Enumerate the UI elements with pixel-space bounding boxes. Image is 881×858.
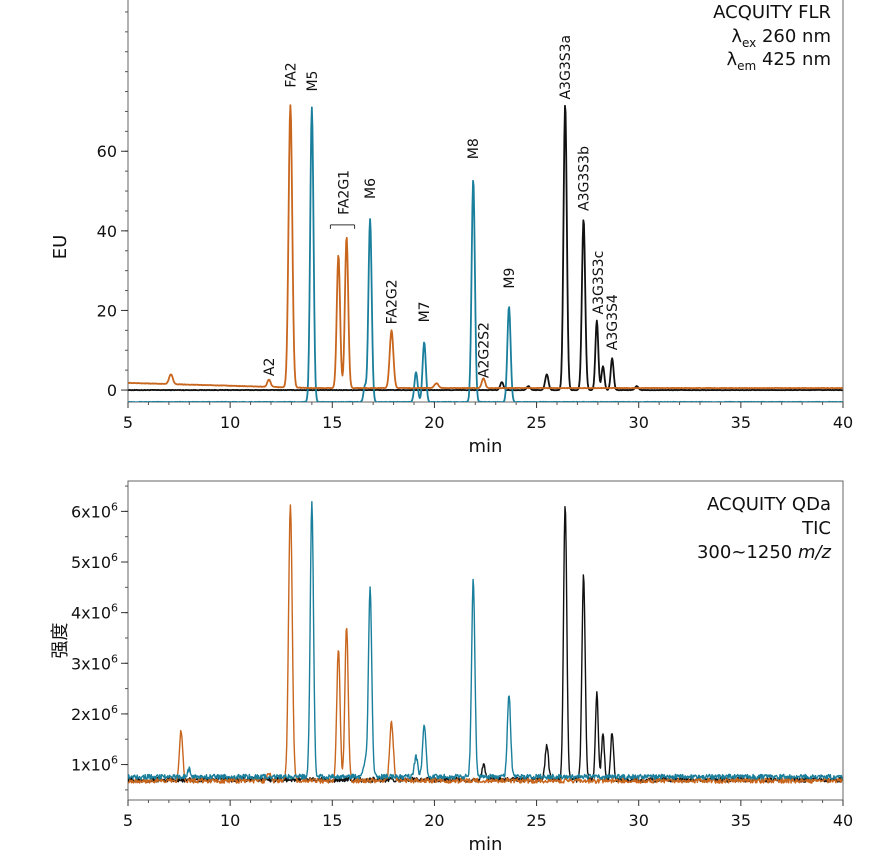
plot-frame	[127, 480, 844, 801]
em-wavelength: λem 425 nm	[727, 49, 831, 73]
peak-label: FA2G2	[385, 279, 401, 324]
y-tick-label: 2x106	[71, 703, 118, 724]
peak-label: A3G3S3b	[577, 146, 593, 211]
x-axis-title: min	[469, 834, 503, 855]
y-axis-title: EU	[50, 235, 71, 260]
y-tick-label: 0	[107, 381, 117, 400]
y-tick-label: 4x106	[71, 602, 118, 623]
x-tick-label: 5	[123, 413, 133, 432]
x-axis-title: min	[469, 436, 503, 457]
detector-mode: TIC	[801, 518, 831, 539]
peak-label: M8	[466, 138, 482, 159]
x-tick-label: 5	[123, 811, 133, 830]
black-trace	[128, 104, 843, 392]
y-tick-label: 40	[97, 222, 117, 241]
orange-trace	[128, 104, 843, 390]
x-tick-label: 15	[322, 413, 342, 432]
x-tick-label: 15	[322, 811, 342, 830]
x-tick-label: 40	[833, 413, 853, 432]
peak-label: FA2	[283, 62, 299, 87]
x-tick-label: 25	[526, 413, 546, 432]
x-tick-label: 35	[731, 413, 751, 432]
ex-wavelength: λex 260 nm	[731, 26, 831, 50]
x-tick-label: 25	[526, 811, 546, 830]
peak-label: A3G3S4	[605, 294, 621, 350]
mass-range: 300~1250 m/z	[697, 542, 832, 563]
fa2g1-bracket	[329, 224, 356, 229]
traces	[128, 501, 843, 784]
peak-label: M9	[502, 268, 518, 289]
peak-label: M5	[305, 71, 321, 92]
peak-label: FA2G1	[337, 170, 353, 215]
x-tick-label: 20	[424, 413, 444, 432]
peak-label: A3G3S3a	[558, 35, 574, 100]
flr-chart: 5 10 15 20 25 30 35 40 0 20 40 60 min EU ACQUITY FLR λe…	[50, 0, 853, 457]
x-tick-label: 30	[629, 811, 649, 830]
y-tick-label: 60	[97, 142, 117, 161]
peak-label: A2G2S2	[476, 322, 492, 378]
x-tick-label: 10	[220, 413, 240, 432]
x-tick-label: 30	[629, 413, 649, 432]
x-tick-label: 40	[833, 811, 853, 830]
y-tick-label: 6x106	[71, 500, 118, 521]
teal-trace	[128, 501, 843, 780]
y-tick-label: 5x106	[71, 551, 118, 572]
peak-label: A2	[262, 358, 278, 376]
qda-chart: 5 10 15 20 25 30 35 40 1x106 2x106 3x106 4x106 5x106…	[50, 480, 853, 855]
detector-title: ACQUITY QDa	[707, 494, 831, 515]
traces	[128, 104, 843, 402]
peak-label: A3G3S3c	[591, 251, 607, 315]
peak-label: M7	[417, 301, 433, 322]
y-tick-label: 3x106	[71, 652, 118, 673]
teal-trace	[128, 106, 843, 402]
y-tick-label: 20	[97, 301, 117, 320]
x-tick-label: 10	[220, 811, 240, 830]
x-tick-label: 20	[424, 811, 444, 830]
x-tick-label: 35	[731, 811, 751, 830]
y-axis-title: 强度	[50, 623, 71, 659]
detector-title: ACQUITY FLR	[713, 2, 831, 23]
orange-trace	[128, 504, 843, 784]
y-tick-label: 1x106	[71, 754, 118, 775]
peak-label: M6	[363, 178, 379, 199]
